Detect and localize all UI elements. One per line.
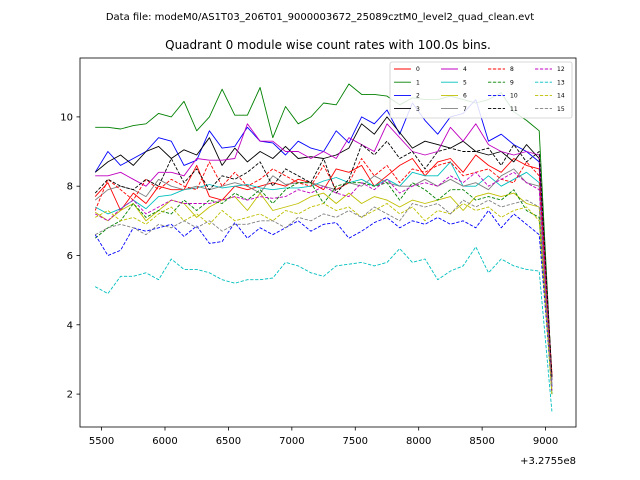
suptitle: Data file: modeM0/AS1T03_206T01_90000036… bbox=[106, 12, 534, 23]
y-tick-label: 8 bbox=[67, 182, 73, 193]
legend-label-10: 10 bbox=[510, 93, 518, 100]
axes-frame bbox=[79, 57, 577, 428]
series-line-14 bbox=[94, 203, 553, 395]
x-tick-label: 8000 bbox=[406, 436, 431, 447]
legend-label-15: 15 bbox=[557, 106, 565, 113]
series-line-0 bbox=[94, 154, 553, 374]
legend-label-6: 6 bbox=[463, 93, 467, 100]
legend-label-11: 11 bbox=[510, 106, 518, 113]
x-tick-label: 8500 bbox=[469, 436, 494, 447]
axes-layer: 5500 6000 6500 7000 7500 8000 8500 9000 +3.2755e… bbox=[60, 57, 577, 467]
legend-label-0: 0 bbox=[416, 66, 420, 73]
series-line-15 bbox=[94, 199, 553, 388]
series-line-13 bbox=[94, 246, 553, 412]
y-tick-label: 6 bbox=[67, 251, 73, 262]
x-tick-label: 7500 bbox=[343, 436, 368, 447]
series-line-10 bbox=[94, 210, 553, 388]
legend-label-2: 2 bbox=[416, 93, 420, 100]
legend-label-1: 1 bbox=[416, 79, 420, 86]
legend-label-4: 4 bbox=[463, 66, 467, 73]
legend-label-7: 7 bbox=[463, 106, 467, 113]
x-tick-label: 5500 bbox=[89, 436, 114, 447]
series-line-11 bbox=[94, 140, 553, 377]
legend-box bbox=[389, 61, 573, 119]
y-tick-label: 4 bbox=[67, 320, 73, 331]
series-line-5 bbox=[94, 161, 553, 395]
y-tick-label: 2 bbox=[67, 390, 73, 401]
chart-title: Quadrant 0 module wise count rates with … bbox=[165, 38, 491, 52]
series-line-4 bbox=[95, 123, 553, 381]
legend-label-12: 12 bbox=[557, 66, 565, 73]
legend-label-8: 8 bbox=[510, 66, 514, 73]
legend-label-9: 9 bbox=[510, 79, 514, 86]
x-tick-label: 6500 bbox=[216, 436, 241, 447]
x-tick-label: 9000 bbox=[533, 436, 558, 447]
x-offset-label: +3.2755e8 bbox=[520, 456, 576, 467]
x-tick-label: 6000 bbox=[152, 436, 177, 447]
x-tick-label: 7000 bbox=[279, 436, 304, 447]
legend-label-5: 5 bbox=[463, 79, 467, 86]
legend-label-13: 13 bbox=[557, 79, 565, 86]
series-line-12 bbox=[94, 171, 553, 391]
legend-label-14: 14 bbox=[557, 93, 565, 100]
legend-label-3: 3 bbox=[416, 106, 420, 113]
y-tick-label: 10 bbox=[60, 112, 73, 123]
series-layer bbox=[94, 83, 553, 412]
series-line-7 bbox=[94, 168, 553, 384]
